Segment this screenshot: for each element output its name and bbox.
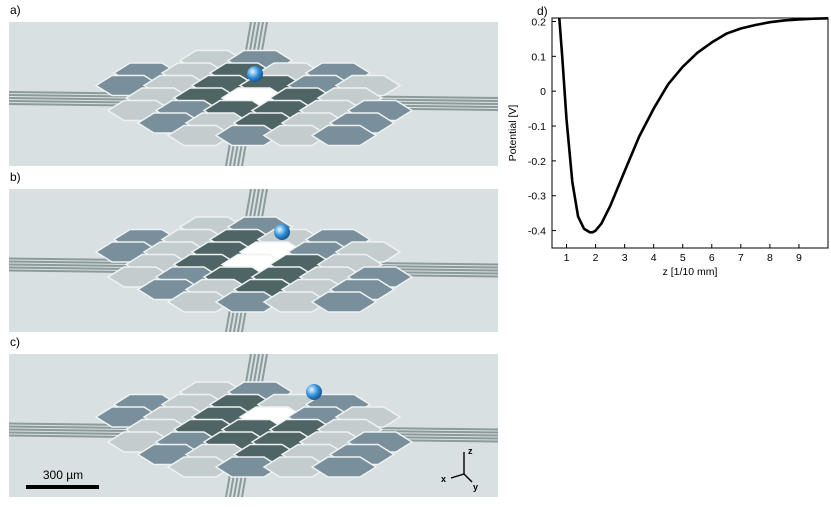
x-tick-label: 7 [738, 252, 744, 264]
y-tick-label: 0 [540, 86, 546, 98]
y-tick-label: -0.4 [528, 226, 546, 238]
hexagon-grid [94, 216, 414, 313]
hexagon-electrode [310, 291, 378, 313]
scale-bar [26, 485, 99, 489]
hexagon-electrode [310, 456, 378, 478]
render-panel-a [9, 22, 498, 166]
particle-sphere [274, 224, 290, 240]
x-tick-label: 8 [767, 252, 773, 264]
x-tick-label: 5 [680, 252, 686, 264]
x-axis-label: z [1/10 mm] [663, 266, 718, 278]
plot-frame [551, 17, 829, 249]
y-axis-label: Potential [V] [507, 105, 519, 162]
scale-bar-label: 300 µm [43, 468, 83, 482]
potential-chart: 1 2 3 4 5 6 7 8 9 -0.4 -0.3 -0.2 -0.1 0 0.1 0.2 z [1/10 … [507, 16, 829, 278]
y-tick-label: -0.1 [528, 121, 546, 133]
potential-curve [558, 17, 829, 234]
hexagon-grid [94, 381, 414, 478]
hex-array-image-b [9, 189, 498, 332]
render-panel-c: 300 µm z x y [9, 354, 498, 497]
hex-array-image-c: 300 µm z x y [9, 354, 498, 497]
y-tick-label: -0.3 [528, 191, 546, 203]
particle-sphere [247, 66, 263, 82]
x-tick-label: 6 [709, 252, 715, 264]
render-panel-b [9, 189, 498, 332]
axis-x-label: x [441, 474, 446, 484]
hexagon-grid [94, 49, 414, 147]
panel-label-a: a) [10, 3, 21, 17]
axes-triad [450, 452, 473, 483]
hexagon-electrode [310, 124, 378, 147]
panel-label-d: d) [537, 4, 548, 18]
x-tick-label: 1 [564, 252, 570, 264]
x-tick-label: 2 [593, 252, 599, 264]
panel-label-b: b) [10, 170, 21, 184]
axis-y-label: y [473, 482, 478, 492]
hex-array-image-a [9, 22, 498, 166]
particle-sphere [306, 384, 322, 400]
y-tick-label: 0.2 [531, 16, 546, 28]
axis-z-label: z [468, 446, 473, 456]
x-tick-label: 3 [622, 252, 628, 264]
x-tick-label: 9 [796, 252, 802, 264]
x-tick-label: 4 [651, 252, 657, 264]
panel-label-c: c) [10, 335, 20, 349]
y-tick-label: 0.1 [531, 51, 546, 63]
y-tick-label: -0.2 [528, 156, 546, 168]
